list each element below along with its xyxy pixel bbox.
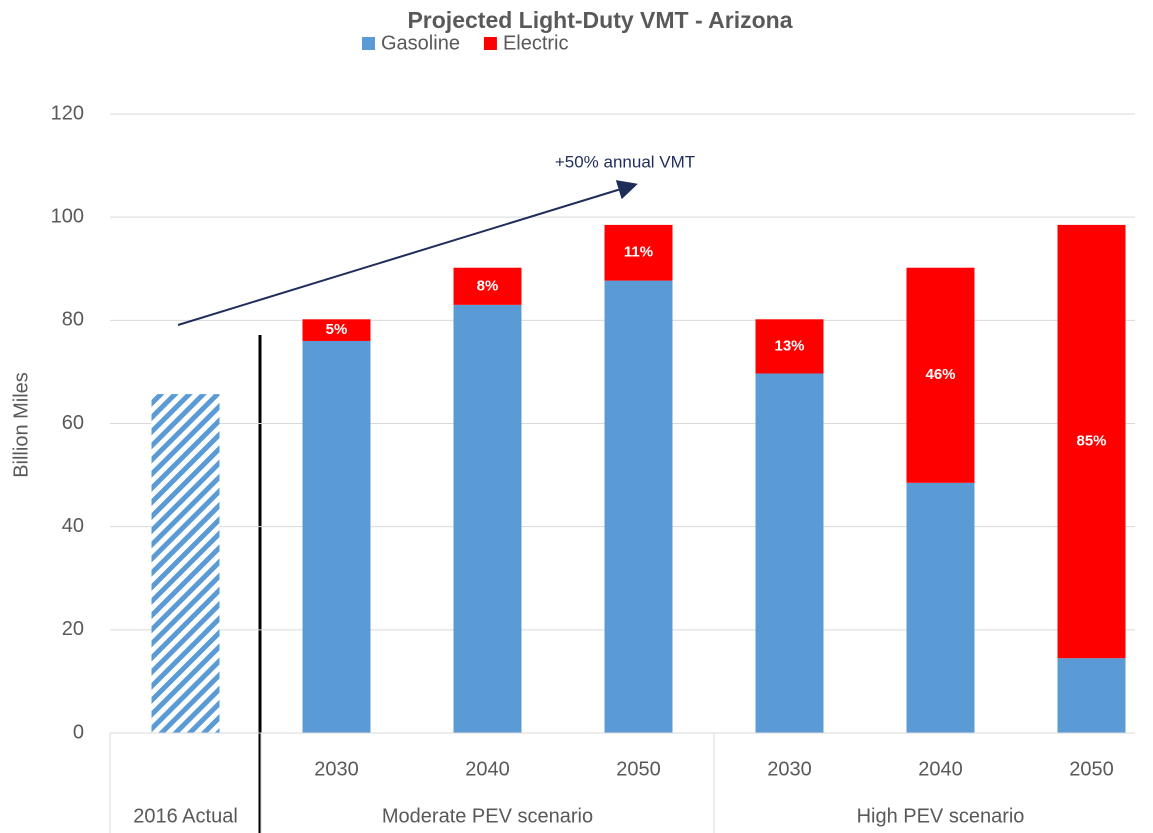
y-tick-label: 40 — [62, 515, 84, 537]
legend-label: Electric — [503, 32, 569, 54]
x-tick-label: 2050 — [1069, 758, 1114, 780]
bar — [1057, 658, 1126, 733]
bar — [453, 304, 522, 733]
y-tick-label: 60 — [62, 412, 84, 434]
data-label: 13% — [774, 337, 804, 354]
bar — [906, 267, 975, 483]
y-tick-label: 0 — [73, 721, 84, 743]
bar — [604, 224, 673, 281]
bar — [302, 340, 371, 733]
data-label: 8% — [477, 277, 499, 294]
bar — [1057, 224, 1126, 659]
bar — [151, 394, 220, 733]
legend-swatch — [483, 37, 497, 50]
y-tick-label: 20 — [62, 618, 84, 640]
x-tick-label: 2040 — [918, 758, 963, 780]
data-label: 46% — [925, 366, 955, 383]
bar — [604, 280, 673, 733]
x-tick-label: 2040 — [465, 758, 510, 780]
group-label: High PEV scenario — [857, 805, 1025, 827]
bar — [453, 267, 522, 305]
bar — [755, 319, 824, 374]
data-label: 11% — [624, 244, 653, 261]
bar — [906, 482, 975, 733]
bar — [302, 319, 371, 341]
y-tick-label: 80 — [62, 309, 84, 331]
legend-label: Gasoline — [381, 32, 460, 54]
x-tick-label: 2050 — [616, 758, 661, 780]
group-label: 2016 Actual — [133, 805, 238, 827]
group-label: Moderate PEV scenario — [382, 805, 593, 827]
y-tick-label: 100 — [51, 205, 84, 227]
y-axis-label: Billion Miles — [10, 372, 32, 478]
legend-swatch — [362, 37, 375, 50]
annotation: +50% annual VMT — [555, 152, 695, 171]
chart-title: Projected Light-Duty VMT - Arizona — [407, 7, 792, 33]
data-label: 85% — [1076, 433, 1106, 450]
x-tick-label: 2030 — [314, 758, 359, 780]
data-label: 5% — [326, 321, 348, 338]
y-tick-label: 120 — [51, 102, 84, 124]
annotation-arrow — [177, 180, 638, 326]
bar — [755, 373, 824, 733]
x-tick-label: 2030 — [767, 758, 812, 780]
